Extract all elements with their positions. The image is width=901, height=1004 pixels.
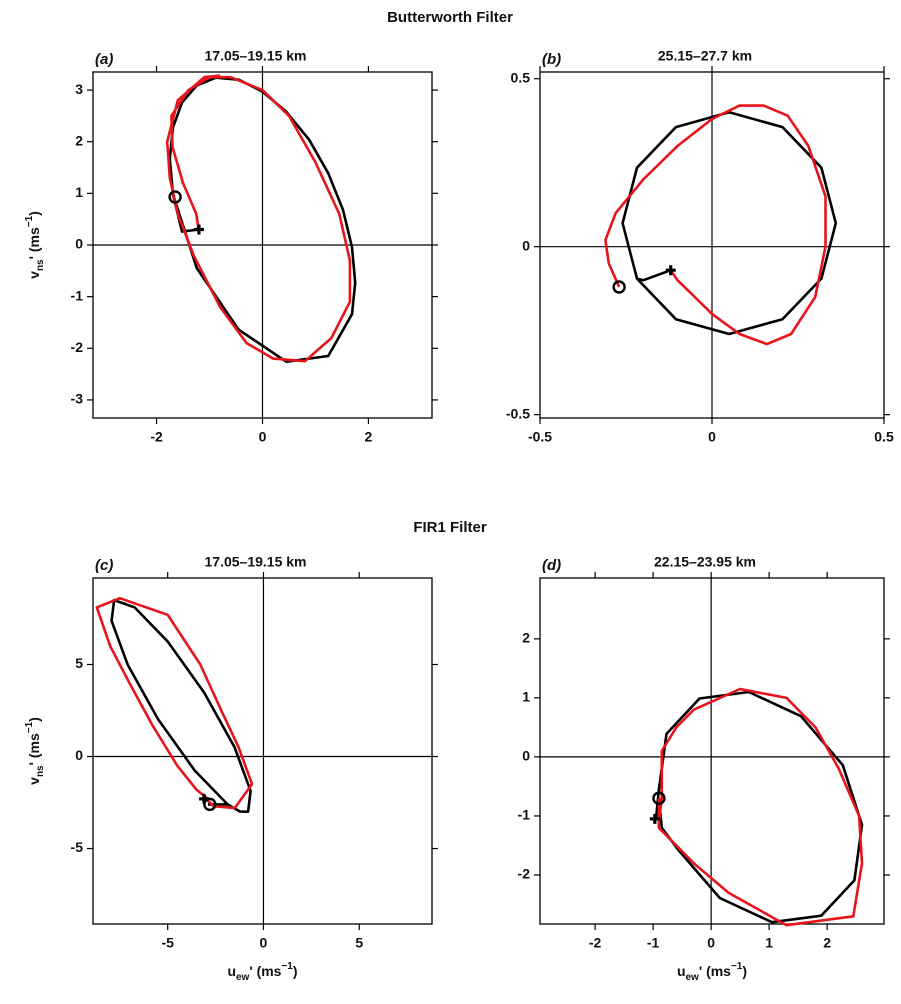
x-tick-label: 0 — [708, 429, 716, 445]
axis-label-part: ) — [26, 717, 42, 722]
axis-label-part: −1 — [281, 961, 293, 972]
axis-label-part: ) — [742, 963, 747, 979]
x-tick-label: 5 — [355, 935, 363, 951]
end-marker — [193, 224, 204, 235]
x-tick-label: 2 — [365, 429, 373, 445]
panel-title: 22.15–23.95 km — [654, 554, 756, 570]
x-tick-label: 0 — [707, 935, 715, 951]
axis-label-part: ' (ms — [26, 733, 42, 765]
hodograph-line — [654, 690, 864, 924]
axis-label-part: ns — [35, 259, 46, 271]
axis-label: vns' (ms−1) — [24, 717, 46, 785]
axis-label: uew' (ms−1) — [677, 961, 747, 983]
y-tick-label: 2 — [522, 630, 530, 646]
x-tick-label: 0 — [260, 935, 268, 951]
panel-title: 17.05–19.15 km — [205, 48, 307, 64]
hodograph-line — [165, 74, 352, 363]
hodograph-line — [95, 596, 254, 810]
x-tick-label: 2 — [823, 935, 831, 951]
x-tick-label: -5 — [161, 935, 174, 951]
y-tick-label: -5 — [71, 839, 84, 855]
y-tick-label: -2 — [518, 866, 531, 882]
axis-label-part: ns — [35, 765, 46, 777]
start-marker — [168, 190, 182, 204]
plot-frame — [539, 577, 885, 925]
axis-label-part: ew — [686, 972, 700, 983]
axis-label: uew' (ms−1) — [227, 961, 297, 983]
y-tick-label: 1 — [522, 689, 530, 705]
axis-label: vns' (ms−1) — [24, 211, 46, 279]
y-tick-label: 0 — [522, 237, 530, 253]
x-tick-label: -2 — [150, 429, 163, 445]
y-tick-label: 0.5 — [511, 69, 531, 85]
hodograph-line — [110, 598, 252, 813]
panel-title: 25.15–27.7 km — [658, 48, 752, 64]
y-tick-label: 0 — [75, 236, 83, 252]
axis-label-part: ew — [236, 972, 250, 983]
start-marker — [203, 797, 217, 812]
hodograph-line — [604, 104, 827, 346]
axis-label-part: ' (ms — [249, 963, 281, 979]
y-tick-label: -1 — [71, 287, 84, 303]
panel-title: 17.05–19.15 km — [205, 554, 307, 570]
panel-label: (c) — [95, 557, 113, 574]
y-tick-label: 5 — [75, 655, 83, 671]
y-tick-label: -0.5 — [506, 405, 530, 421]
axis-label-part: ' (ms — [26, 227, 42, 259]
axis-label-part: ) — [293, 963, 298, 979]
axis-label-part: ) — [26, 211, 42, 216]
axis-label-part: u — [677, 963, 686, 979]
x-tick-label: -1 — [647, 935, 660, 951]
figure-title: Butterworth Filter — [387, 9, 513, 26]
y-tick-label: -2 — [71, 339, 84, 355]
panel-label: (d) — [542, 557, 561, 574]
panel-label: (a) — [95, 51, 113, 68]
x-tick-label: 0 — [259, 429, 267, 445]
axis-label-part: −1 — [24, 721, 35, 733]
y-tick-label: -1 — [518, 807, 531, 823]
x-tick-label: -0.5 — [528, 429, 552, 445]
x-tick-label: 0.5 — [874, 429, 894, 445]
hodograph-line — [621, 111, 838, 336]
axis-label-part: ' (ms — [699, 963, 731, 979]
hodograph-line — [657, 687, 864, 927]
axis-label-part: u — [227, 963, 236, 979]
start-marker — [652, 791, 666, 805]
x-tick-label: 1 — [765, 935, 773, 951]
figure-title: FIR1 Filter — [413, 519, 487, 536]
start-marker — [612, 280, 626, 294]
axis-label-part: v — [26, 777, 42, 785]
y-tick-label: 1 — [75, 184, 83, 200]
y-tick-label: 0 — [75, 747, 83, 763]
axis-label-part: v — [26, 271, 42, 279]
end-marker — [665, 265, 676, 276]
y-tick-label: 2 — [75, 132, 83, 148]
end-marker — [649, 813, 660, 824]
end-marker — [199, 793, 210, 804]
panel-label: (b) — [542, 51, 561, 68]
axis-label-part: −1 — [24, 215, 35, 227]
x-tick-label: -2 — [589, 935, 602, 951]
y-tick-label: 3 — [75, 81, 83, 97]
plot-frame — [92, 577, 433, 925]
y-tick-label: -3 — [71, 391, 84, 407]
axis-label-part: −1 — [731, 961, 743, 972]
y-tick-label: 0 — [522, 748, 530, 764]
